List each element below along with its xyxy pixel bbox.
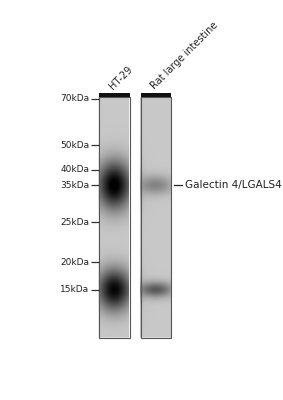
Bar bbox=[141, 93, 171, 97]
Bar bbox=[141, 97, 171, 338]
Text: 15kDa: 15kDa bbox=[60, 285, 89, 294]
Text: 50kDa: 50kDa bbox=[60, 140, 89, 150]
Text: 25kDa: 25kDa bbox=[60, 218, 89, 226]
Text: 70kDa: 70kDa bbox=[60, 94, 89, 103]
Text: 35kDa: 35kDa bbox=[60, 180, 89, 190]
Text: 20kDa: 20kDa bbox=[60, 258, 89, 266]
Text: 40kDa: 40kDa bbox=[60, 165, 89, 174]
Text: Rat large intestine: Rat large intestine bbox=[149, 20, 220, 91]
Bar bbox=[99, 97, 130, 338]
Bar bbox=[99, 93, 130, 97]
Text: Galectin 4/LGALS4: Galectin 4/LGALS4 bbox=[185, 180, 281, 190]
Text: HT-29: HT-29 bbox=[107, 64, 134, 91]
